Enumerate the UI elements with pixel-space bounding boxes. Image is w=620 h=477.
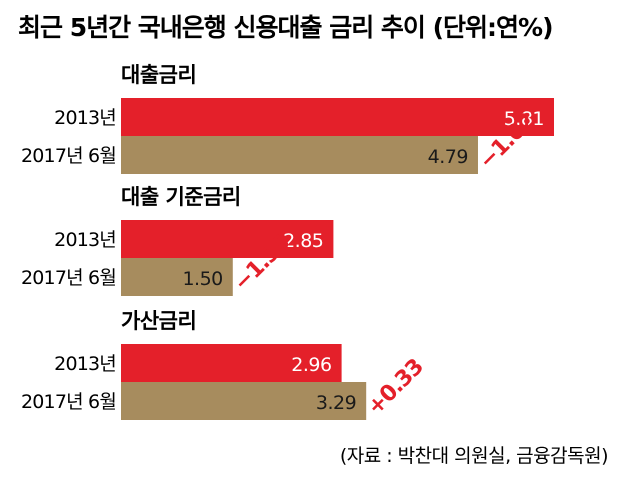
bar: [121, 258, 233, 296]
bar-value-label: 4.79: [428, 146, 468, 168]
bar-value-label: 3.29: [316, 392, 356, 414]
row-label: 2017년 6월: [21, 391, 116, 413]
row-label: 2017년 6월: [21, 145, 116, 167]
row-label: 2013년: [54, 229, 116, 251]
source-note: (자료 : 박찬대 의원실, 금융감독원): [340, 445, 608, 467]
group-title: 대출 기준금리: [121, 185, 241, 209]
row-label: 2013년: [54, 107, 116, 129]
group-title: 가산금리: [121, 309, 196, 333]
row-label: 2013년: [54, 353, 116, 375]
bar: [121, 344, 342, 382]
bar-value-label: 1.50: [182, 268, 222, 290]
bar-value-label: 2.96: [291, 354, 331, 376]
row-label: 2017년 6월: [21, 267, 116, 289]
bar-value-label: 5.81: [504, 108, 544, 130]
bar-value-label: 2.85: [283, 230, 323, 252]
bar: [121, 98, 554, 136]
bar: [121, 382, 367, 420]
group-title: 대출금리: [121, 63, 196, 87]
chart-title: 최근 5년간 국내은행 신용대출 금리 추이 (단위:연%): [18, 13, 553, 42]
bar: [121, 220, 334, 258]
bar: [121, 136, 478, 174]
change-annotation: +0.33: [363, 355, 429, 421]
